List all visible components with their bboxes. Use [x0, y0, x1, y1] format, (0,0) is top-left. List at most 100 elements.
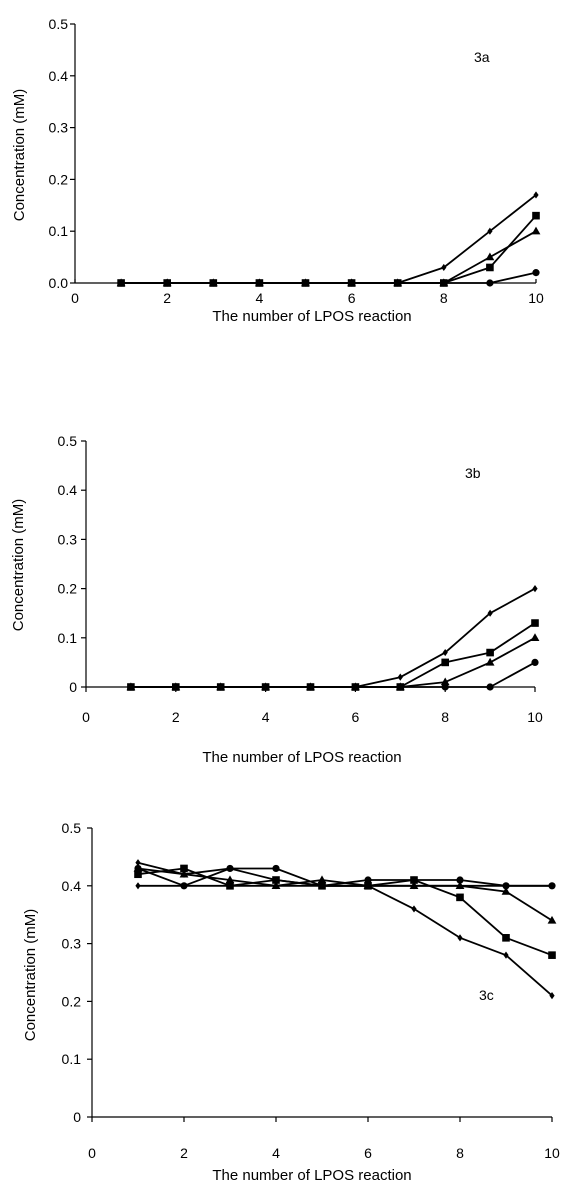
- y-tick-label: 0.1: [62, 1051, 82, 1067]
- data-point-circle: [531, 658, 539, 667]
- x-tick-label: 0: [71, 290, 79, 306]
- series-2: [127, 619, 539, 691]
- x-tick-label: 6: [352, 709, 360, 725]
- data-point-square: [456, 893, 464, 902]
- data-point-circle: [456, 876, 464, 884]
- ticks-layer-3c: 0 0.1 0.2 0.3 0.4 0.5 0 2 4 6 8 10: [62, 820, 560, 1161]
- data-point-diamond: [411, 905, 417, 913]
- data-point-triangle: [440, 677, 450, 686]
- y-tick-label: 0.3: [62, 936, 82, 952]
- data-point-circle: [394, 279, 402, 287]
- data-point-diamond: [533, 191, 539, 199]
- data-point-circle: [301, 279, 310, 287]
- x-tick-label: 10: [527, 709, 543, 725]
- y-tick-label: 0.1: [49, 223, 69, 239]
- data-point-diamond: [365, 882, 371, 890]
- x-tick-label: 10: [544, 1145, 560, 1161]
- series-line: [121, 271, 537, 284]
- series-line: [130, 587, 536, 688]
- x-tick-label: 10: [528, 290, 544, 306]
- series-line: [130, 622, 536, 688]
- data-point-circle: [486, 683, 494, 691]
- data-point-diamond: [442, 648, 448, 657]
- data-point-diamond: [549, 882, 555, 890]
- x-tick-label: 2: [172, 709, 180, 725]
- x-tick-label: 6: [364, 1145, 372, 1161]
- data-point-circle: [532, 269, 540, 277]
- data-point-diamond: [135, 882, 141, 890]
- data-point-circle: [117, 279, 125, 287]
- series-line: [130, 637, 536, 688]
- series-layer-3b: [126, 585, 540, 691]
- data-point-circle: [306, 683, 315, 691]
- x-tick-label: 4: [262, 709, 270, 725]
- y-axis-title: Concentration (mM): [10, 499, 27, 632]
- data-point-circle: [486, 279, 494, 287]
- data-point-square: [180, 864, 188, 873]
- y-tick-label: 0.2: [49, 171, 69, 187]
- data-point-square: [134, 870, 142, 879]
- x-tick-label: 2: [180, 1145, 188, 1161]
- data-point-diamond: [135, 859, 141, 867]
- data-point-diamond: [397, 673, 403, 681]
- data-point-square: [532, 211, 540, 220]
- x-tick-label: 0: [88, 1145, 96, 1161]
- ticks-layer-3b: 0 0.1 0.2 0.3 0.4 0.5 0 2 4 6 8 10: [58, 433, 543, 725]
- data-point-triangle: [530, 633, 540, 641]
- y-tick-label: 0.5: [62, 820, 82, 836]
- y-tick-label: 0.1: [58, 630, 78, 646]
- data-point-triangle: [501, 886, 511, 895]
- x-tick-label: 8: [440, 290, 448, 306]
- data-point-triangle: [485, 252, 495, 261]
- x-tick-label: 6: [348, 290, 356, 306]
- y-tick-label: 0.4: [49, 68, 69, 84]
- chart-3a: 0.0 0.1 0.2 0.3 0.4 0.5 0 2 4 6 8 10 3a The number …: [11, 16, 544, 325]
- data-point-diamond: [227, 864, 233, 873]
- data-point-diamond: [181, 870, 187, 878]
- series-1: [128, 585, 538, 691]
- series-layer-3a: [116, 191, 541, 287]
- x-tick-label: 0: [82, 709, 90, 725]
- data-point-diamond: [549, 992, 555, 1000]
- data-point-circle: [272, 864, 280, 873]
- y-tick-label: 0.4: [62, 878, 82, 894]
- series-line: [121, 215, 537, 284]
- series-3: [117, 211, 540, 287]
- x-axis-title: The number of LPOS reaction: [212, 1167, 411, 1184]
- y-tick-label: 0.2: [58, 581, 78, 597]
- y-axis-title: Concentration (mM): [22, 909, 39, 1042]
- x-tick-label: 4: [256, 290, 264, 306]
- series-layer-3c: [133, 859, 557, 1000]
- y-tick-label: 0: [73, 1109, 81, 1125]
- chart-3c: 0 0.1 0.2 0.3 0.4 0.5 0 2 4 6 8 10 3c The number of…: [22, 820, 560, 1184]
- data-point-circle: [127, 683, 135, 691]
- chart-3b: 0 0.1 0.2 0.3 0.4 0.5 0 2 4 6 8 10 3b The number of…: [10, 433, 543, 766]
- y-tick-label: 0.0: [49, 275, 69, 291]
- series-5: [135, 882, 555, 890]
- data-point-diamond: [487, 609, 493, 617]
- data-point-triangle: [317, 875, 327, 884]
- data-point-circle: [217, 683, 225, 691]
- data-point-square: [410, 876, 418, 884]
- data-point-circle: [209, 279, 217, 287]
- data-point-diamond: [227, 882, 233, 890]
- y-tick-label: 0.2: [62, 993, 82, 1009]
- data-point-square: [548, 951, 556, 959]
- data-point-diamond: [273, 882, 279, 890]
- data-point-triangle: [531, 226, 541, 235]
- y-axis-title: Concentration (mM): [11, 89, 28, 222]
- y-tick-label: 0: [69, 679, 77, 695]
- series-2: [116, 226, 541, 287]
- series-line: [121, 230, 537, 284]
- data-point-circle: [396, 683, 404, 691]
- data-point-square: [486, 263, 494, 272]
- ticks-layer-3a: 0.0 0.1 0.2 0.3 0.4 0.5 0 2 4 6 8 10: [49, 16, 544, 306]
- y-tick-label: 0.4: [58, 482, 78, 498]
- data-point-diamond: [319, 882, 325, 890]
- y-tick-label: 0.3: [49, 120, 69, 136]
- series-line: [137, 867, 553, 957]
- x-axis-title: The number of LPOS reaction: [202, 749, 401, 766]
- data-point-diamond: [181, 882, 187, 890]
- x-axis-title: The number of LPOS reaction: [212, 308, 411, 325]
